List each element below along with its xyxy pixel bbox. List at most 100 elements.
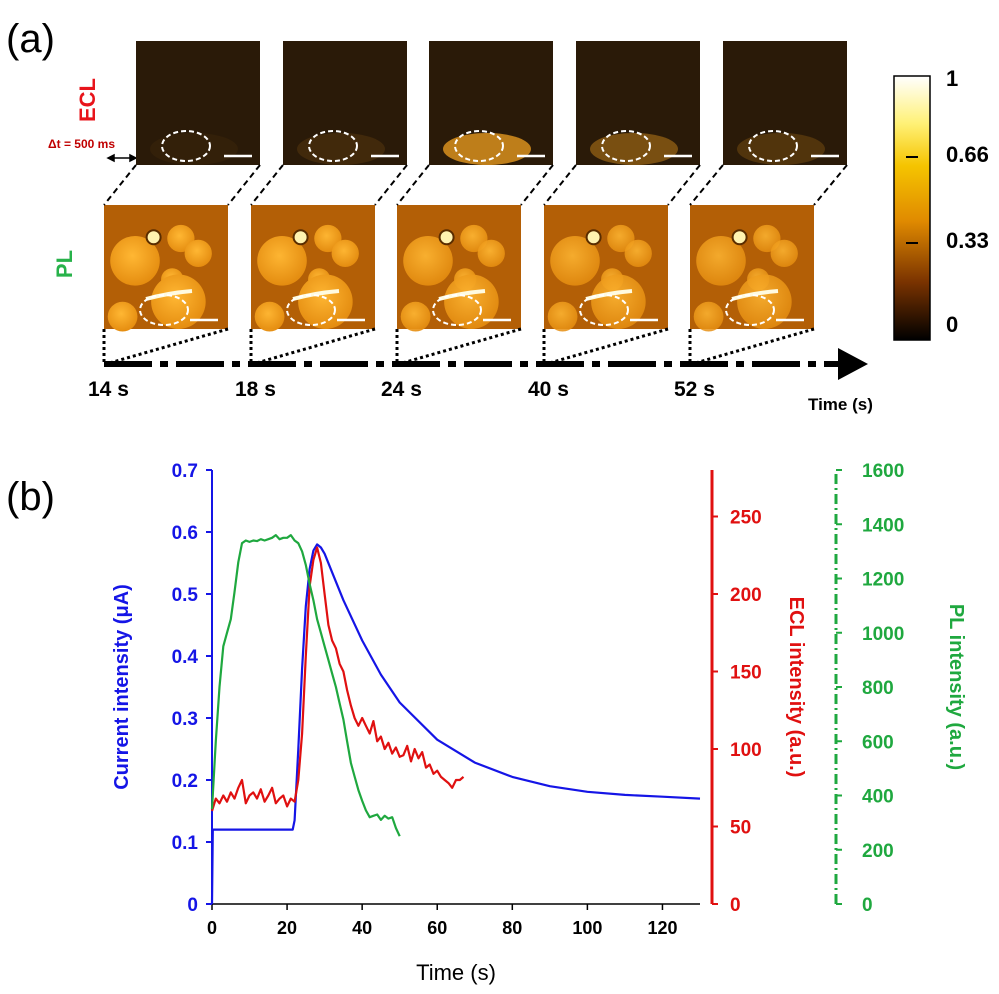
ecl-pl-connector xyxy=(689,164,724,206)
ecl-frame xyxy=(723,41,847,165)
ecl-pl-connector xyxy=(520,164,554,206)
current-tick-label: 0.5 xyxy=(172,585,199,606)
ecl-emission xyxy=(590,133,678,165)
pl-droplet xyxy=(298,274,353,329)
current-tick-label: 0.6 xyxy=(172,523,198,544)
ecl-frame-bg xyxy=(283,41,407,165)
ecl-tick-label: 200 xyxy=(730,585,762,606)
pl-droplet xyxy=(477,239,505,267)
pl-droplet xyxy=(331,239,359,267)
ecl-roi-ellipse xyxy=(601,130,651,162)
current-tick-label: 0.2 xyxy=(172,771,198,792)
pl-droplet xyxy=(696,235,746,286)
pl-droplet xyxy=(257,235,307,286)
ecl-pl-connector xyxy=(667,164,701,206)
pl-roi-ellipse xyxy=(432,294,482,326)
pl-droplet xyxy=(550,235,600,286)
pl-bright-particle xyxy=(585,229,602,246)
x-tick-label: 100 xyxy=(572,918,602,938)
time-point-label: 40 s xyxy=(528,378,569,401)
colorbar-tick-label: 0 xyxy=(946,312,958,337)
ecl-pl-connector xyxy=(103,164,137,206)
time-axis-label: Time (s) xyxy=(808,395,873,414)
ecl-image-row xyxy=(136,41,847,165)
panel-a-label: (a) xyxy=(6,17,55,61)
pl-time-connector xyxy=(105,327,229,366)
x-tick-label: 80 xyxy=(502,918,522,938)
pl-droplet xyxy=(184,239,212,267)
ecl-frame xyxy=(576,41,700,165)
pl-tick-label: 1200 xyxy=(862,570,904,591)
pl-time-connector xyxy=(545,327,669,366)
time-point-label: 52 s xyxy=(674,378,715,401)
pl-tick-label: 200 xyxy=(862,841,894,862)
delta-t-label: Δt = 500 ms xyxy=(48,137,115,151)
ecl-tick-label: 250 xyxy=(730,508,762,529)
pl-frame xyxy=(397,205,521,332)
ecl-frame-bg xyxy=(723,41,847,165)
ecl-axis-title: ECL intensity (a.u.) xyxy=(785,597,807,778)
current-tick-label: 0.3 xyxy=(172,709,198,730)
pl-series-line xyxy=(210,534,401,837)
ecl-series-line xyxy=(210,546,465,812)
time-point-labels: 14 s 18 s 24 s 40 s 52 s xyxy=(88,378,715,401)
time-point-label: 18 s xyxy=(235,378,276,401)
x-tick-label: 20 xyxy=(277,918,297,938)
pl-roi-ellipse xyxy=(579,294,629,326)
pl-droplet xyxy=(107,301,138,332)
x-tick-label: 40 xyxy=(352,918,372,938)
pl-droplet xyxy=(547,301,578,332)
pl-bright-streak xyxy=(292,289,340,301)
pl-bright-streak xyxy=(731,289,779,301)
pl-bright-streak xyxy=(145,289,193,301)
pl-droplet xyxy=(624,239,652,267)
ecl-emission xyxy=(150,133,238,165)
time-axis xyxy=(104,348,868,380)
pl-tick-label: 400 xyxy=(862,787,894,808)
ecl-pl-connector xyxy=(250,164,284,206)
ecl-row-label: ECL xyxy=(75,78,100,122)
ecl-roi-ellipse xyxy=(308,130,358,162)
pl-droplet xyxy=(110,235,160,286)
pl-bright-streak xyxy=(438,289,486,301)
colorbar-tick-label: 0.66 xyxy=(946,142,989,167)
x-tick-label: 120 xyxy=(647,918,677,938)
ecl-pl-connector xyxy=(374,164,408,206)
pl-time-connector xyxy=(398,327,522,366)
pl-frame xyxy=(544,205,668,332)
ecl-frame xyxy=(283,41,407,165)
ecl-emission xyxy=(443,133,531,165)
pl-droplet xyxy=(737,274,792,329)
ecl-emission xyxy=(737,133,825,165)
pl-frame xyxy=(690,205,814,332)
current-tick-label: 0.4 xyxy=(172,647,199,668)
ecl-roi-ellipse xyxy=(454,130,504,162)
pl-bright-particle xyxy=(145,229,162,246)
pl-time-connector xyxy=(691,327,815,366)
ecl-pl-connector xyxy=(543,164,577,206)
colorbar-tick-label: 0.33 xyxy=(946,228,989,253)
pl-bright-particle xyxy=(292,229,309,246)
pl-tick-label: 1600 xyxy=(862,461,904,482)
pl-tick-label: 0 xyxy=(862,895,873,916)
delta-t-arrow xyxy=(106,153,138,163)
pl-image-row xyxy=(104,205,814,332)
ecl-tick-label: 50 xyxy=(730,818,751,839)
current-axis-title: Current intensity (μA) xyxy=(111,584,133,790)
ecl-roi-ellipse xyxy=(161,130,211,162)
pl-droplet xyxy=(693,301,724,332)
colorbar-ticks: 1 0.66 0.33 0 xyxy=(906,66,989,337)
pl-bright-streak xyxy=(585,289,633,301)
panel-a: (a) ECL PL Δt = 500 ms 14 s 18 s 24 s 40 s 5… xyxy=(6,17,989,414)
current-tick-label: 0 xyxy=(187,895,198,916)
ecl-frame-bg xyxy=(136,41,260,165)
pl-tick-label: 1000 xyxy=(862,624,904,645)
pl-droplet xyxy=(591,274,646,329)
pl-tick-label: 800 xyxy=(862,678,894,699)
pl-tick-label: 600 xyxy=(862,732,894,753)
current-series-line xyxy=(210,543,701,905)
pl-tick-label: 1400 xyxy=(862,515,904,536)
ecl-frame-bg xyxy=(576,41,700,165)
pl-axis-title: PL intensity (a.u.) xyxy=(945,604,967,770)
